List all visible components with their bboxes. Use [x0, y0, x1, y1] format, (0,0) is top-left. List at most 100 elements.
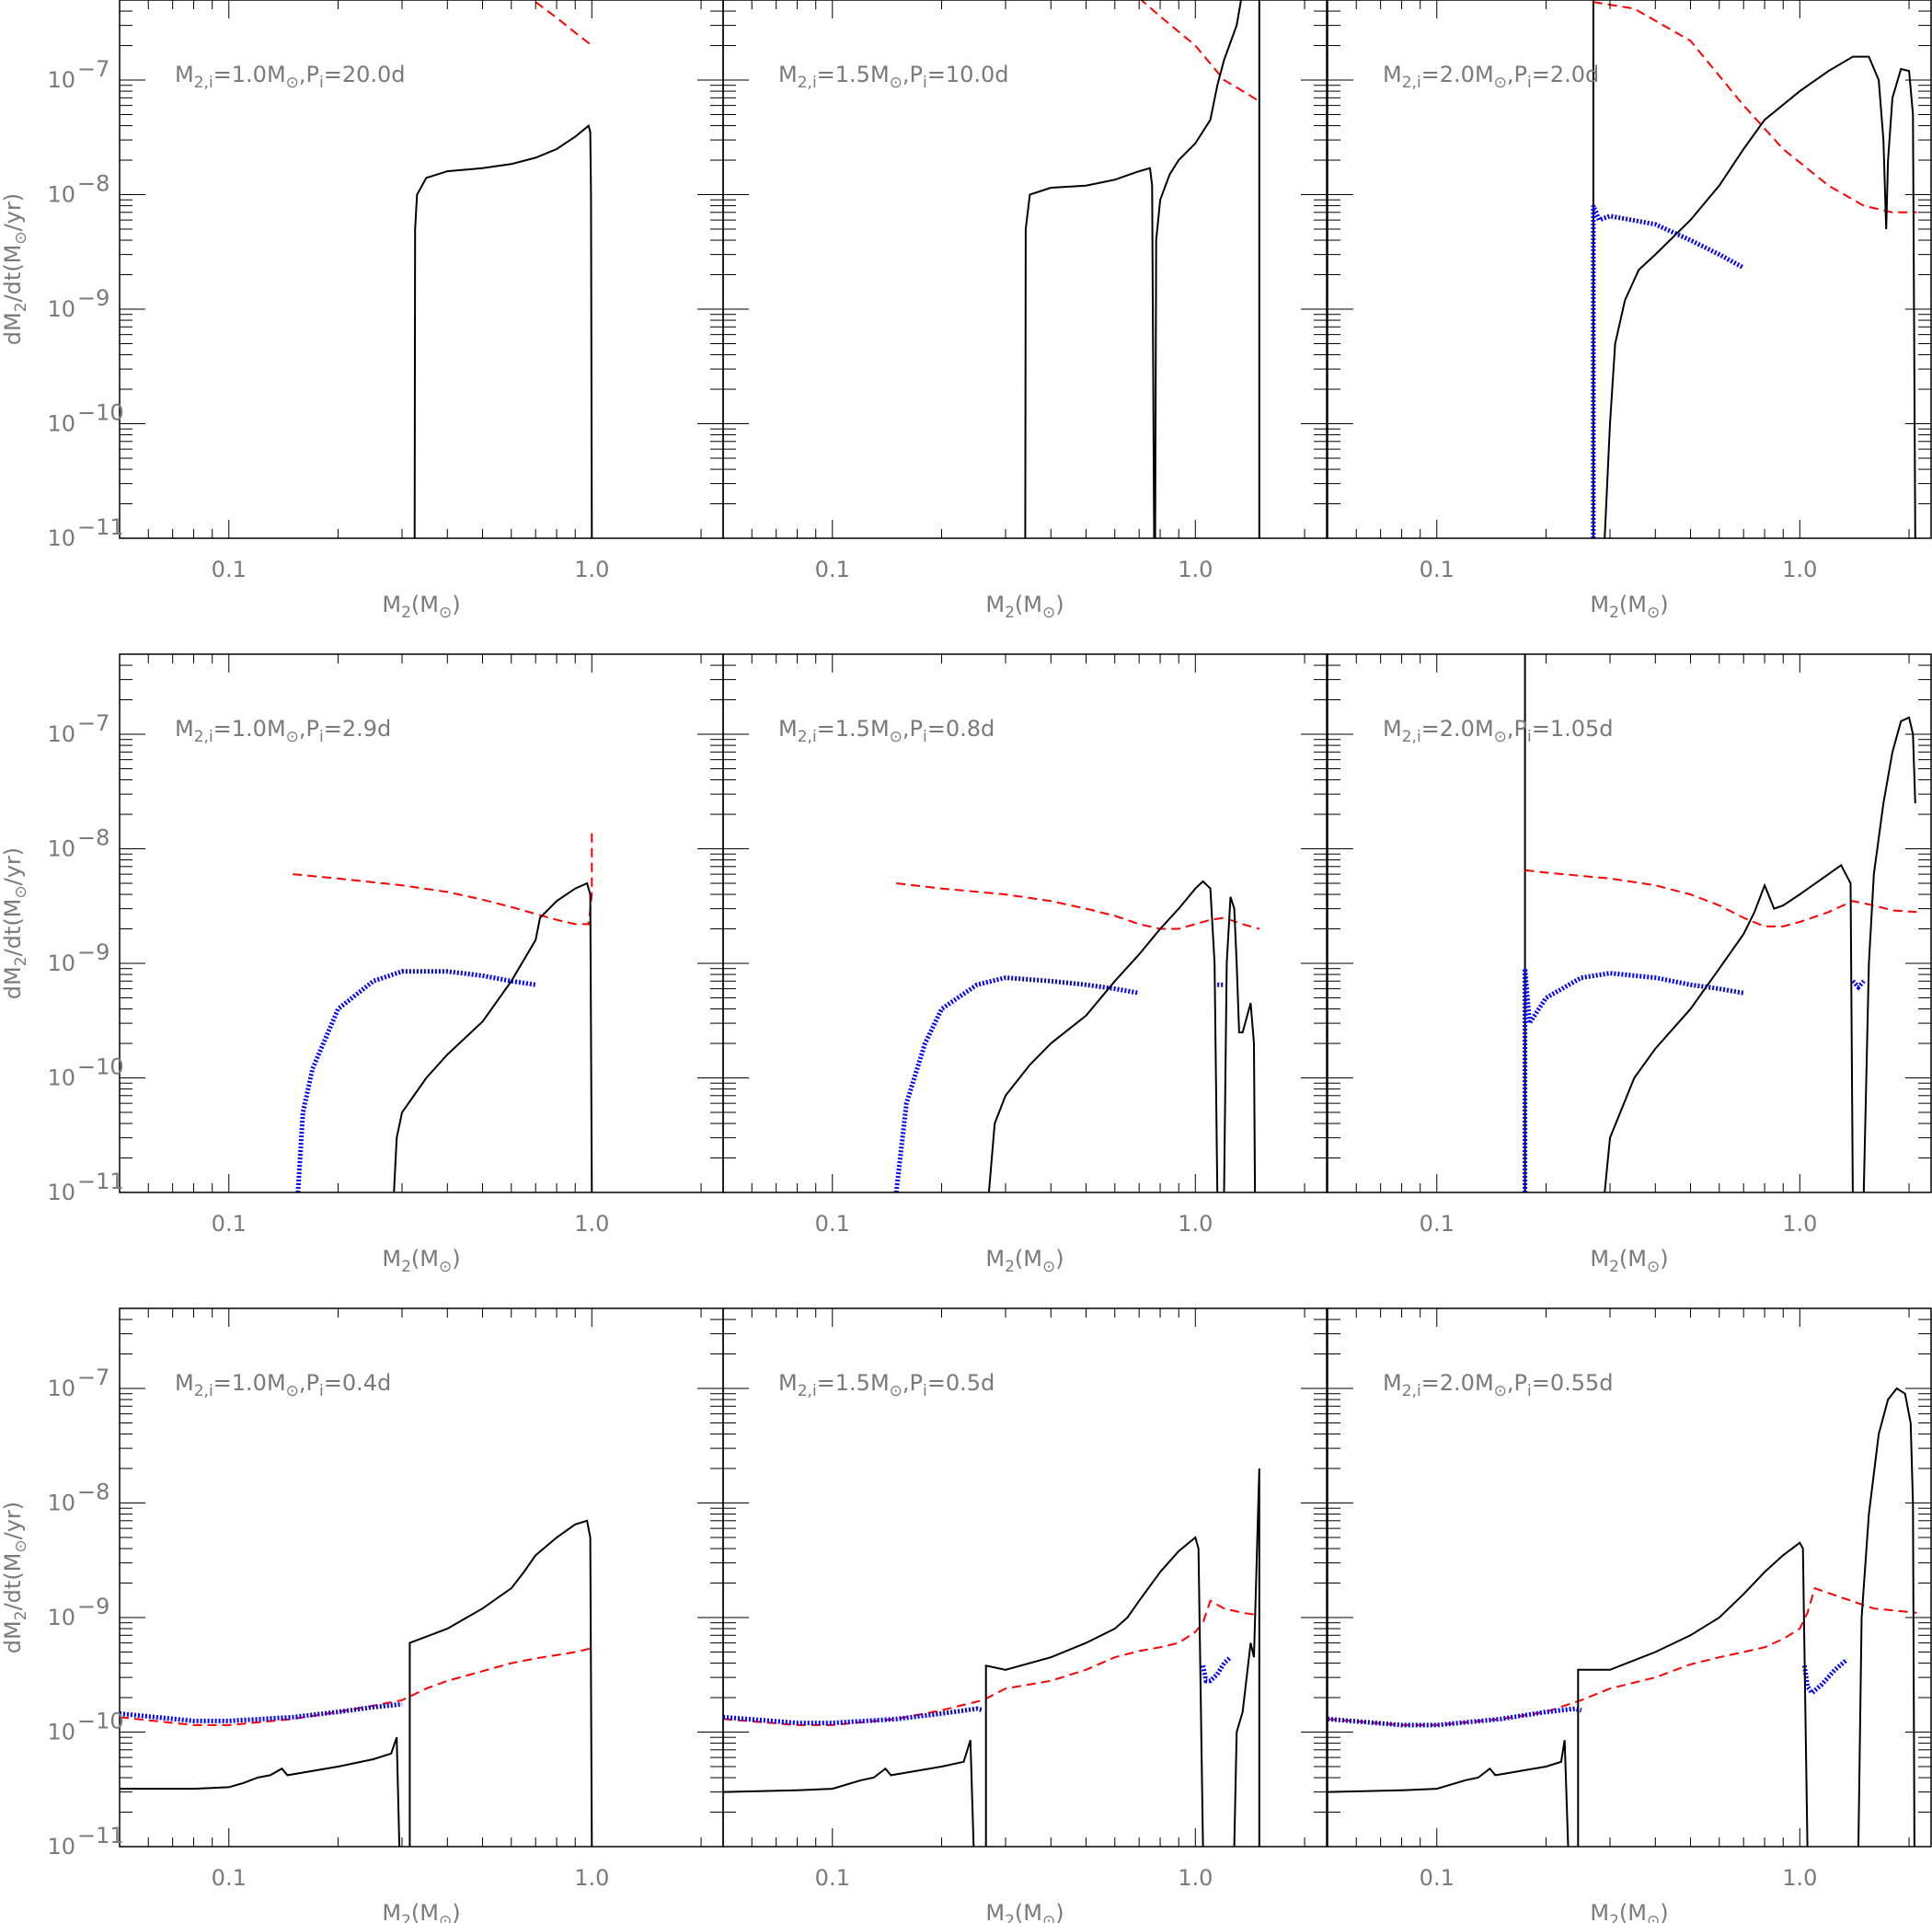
y-tick-exponent: −10	[77, 400, 124, 426]
panel-annotation: M2,i=2.0M⊙,Pi=1.05d	[1383, 716, 1614, 746]
y-tick-label: 10	[47, 721, 75, 747]
panel-r3c3: 0.1 1.0 M2(M⊙) M2,i=2.0M⊙,Pi=0.55d	[1327, 1307, 1932, 1923]
y-tick-label: 10	[47, 525, 75, 551]
x-tick-label: 0.1	[1420, 557, 1455, 582]
y-tick-exponent: −7	[77, 1365, 109, 1390]
panel-series-group	[413, 1, 593, 538]
blue-dotted-curve	[1591, 204, 1745, 538]
mass-transfer-curve	[1233, 1468, 1260, 1847]
panel-series-group	[893, 880, 1260, 1192]
y-tick-exponent: −8	[77, 171, 109, 197]
blue-dotted-curve	[1328, 1706, 1582, 1728]
x-axis-label: M2(M⊙)	[1590, 592, 1668, 622]
panel-series-group	[120, 1519, 593, 1847]
mass-transfer-curve	[1223, 896, 1257, 1192]
panel-annotation: M2,i=1.5M⊙,Pi=10.0d	[778, 62, 1009, 92]
mass-transfer-curve	[1604, 55, 1916, 538]
red-dashed-curve	[1593, 1, 1917, 213]
panel-annotation: M2,i=1.0M⊙,Pi=2.9d	[175, 716, 391, 746]
panel-frame	[722, 1307, 1328, 1848]
panel-r1c2: 0.1 1.0 M2(M⊙) M2,i=1.5M⊙,Pi=10.0d	[722, 0, 1328, 622]
y-tick-label: 10	[47, 182, 75, 208]
x-tick-label: 1.0	[1178, 1865, 1213, 1891]
x-axis-label: M2(M⊙)	[382, 1246, 460, 1276]
y-tick-exponent: −11	[77, 514, 124, 540]
y-tick-exponent: −8	[77, 1480, 109, 1505]
red-dashed-curve	[896, 882, 1260, 930]
y-tick-exponent: −8	[77, 825, 109, 851]
y-tick-label: 10	[47, 1065, 75, 1091]
red-dashed-curve	[1524, 869, 1917, 927]
y-axis-label: dM2/dt(M⊙/yr)	[0, 847, 30, 999]
x-tick-label: 1.0	[1782, 1865, 1817, 1891]
x-tick-label: 1.0	[1178, 557, 1213, 582]
panel-annotation: M2,i=1.0M⊙,Pi=0.4d	[175, 1370, 391, 1400]
x-tick-label: 1.0	[574, 1865, 609, 1891]
panel-series-group	[723, 1468, 1260, 1847]
y-tick-label: 10	[47, 1491, 75, 1516]
y-tick-label: 10	[47, 950, 75, 976]
panel-frame	[722, 653, 1328, 1193]
panel-series-group	[1328, 1387, 1917, 1847]
x-tick-label: 0.1	[212, 557, 247, 582]
blue-dotted-curve	[1801, 1657, 1849, 1697]
x-tick-label: 0.1	[815, 557, 850, 582]
panel-annotation: M2,i=1.5M⊙,Pi=0.5d	[778, 1370, 995, 1400]
blue-dotted-curve	[295, 969, 536, 1192]
y-tick-exponent: −9	[77, 1594, 109, 1619]
y-tick-label: 10	[47, 1376, 75, 1401]
y-axis-label: dM2/dt(M⊙/yr)	[0, 193, 30, 345]
panel-frame	[1327, 0, 1932, 539]
x-tick-label: 0.1	[1420, 1211, 1455, 1237]
panel-annotation: M2,i=1.5M⊙,Pi=0.8d	[778, 716, 995, 746]
y-tick-exponent: −10	[77, 1709, 124, 1734]
x-tick-label: 1.0	[1782, 1211, 1817, 1237]
x-tick-label: 1.0	[1178, 1211, 1213, 1237]
panel-series-group	[1024, 0, 1260, 538]
blue-dotted-curve	[723, 1706, 984, 1726]
panel-r2c3: 0.1 1.0 M2(M⊙) M2,i=2.0M⊙,Pi=1.05d	[1327, 653, 1932, 1276]
x-axis-label: M2(M⊙)	[985, 1900, 1064, 1923]
x-tick-label: 0.1	[815, 1865, 850, 1891]
red-dashed-curve	[1140, 0, 1260, 103]
x-axis-label: M2(M⊙)	[985, 592, 1064, 622]
red-dashed-curve	[1328, 1586, 1917, 1726]
mass-transfer-curve	[1857, 1387, 1915, 1847]
blue-dotted-curve	[1523, 968, 1744, 1192]
panel-r2c2: 0.1 1.0 M2(M⊙) M2,i=1.5M⊙,Pi=0.8d	[722, 653, 1328, 1276]
y-tick-label: 10	[47, 1180, 75, 1205]
red-dashed-curve	[535, 1, 592, 47]
mass-transfer-curve	[1328, 1740, 1570, 1847]
y-tick-exponent: −7	[77, 56, 109, 82]
panel-annotation: M2,i=2.0M⊙,Pi=0.55d	[1383, 1370, 1614, 1400]
y-tick-exponent: −11	[77, 1169, 124, 1194]
y-tick-exponent: −10	[77, 1054, 124, 1080]
red-dashed-curve	[723, 1599, 1259, 1726]
x-tick-label: 1.0	[574, 557, 609, 582]
x-axis-label: M2(M⊙)	[1590, 1900, 1668, 1923]
panel-frame	[1327, 653, 1932, 1193]
x-tick-label: 0.1	[1420, 1865, 1455, 1891]
blue-dotted-curve	[893, 975, 1140, 1192]
y-tick-label: 10	[47, 836, 75, 862]
x-axis-label: M2(M⊙)	[1590, 1246, 1668, 1276]
y-tick-label: 10	[47, 296, 75, 322]
panel-series-group	[1523, 654, 1917, 1192]
mass-transfer-curve	[984, 1536, 1204, 1847]
y-axis-label: dM2/dt(M⊙/yr)	[0, 1502, 30, 1653]
x-tick-label: 0.1	[212, 1211, 247, 1237]
panel-series-group	[293, 832, 593, 1192]
y-tick-label: 10	[47, 67, 75, 93]
x-axis-label: M2(M⊙)	[382, 592, 460, 622]
panel-annotation: M2,i=2.0M⊙,Pi=2.0d	[1383, 62, 1599, 92]
blue-dotted-curve	[1201, 1655, 1233, 1684]
y-tick-label: 10	[47, 1834, 75, 1860]
x-axis-label: M2(M⊙)	[382, 1900, 460, 1923]
mass-transfer-curve	[393, 881, 593, 1192]
y-tick-exponent: −9	[77, 285, 109, 311]
mass-transfer-curve	[120, 1736, 401, 1847]
x-tick-label: 1.0	[1782, 557, 1817, 582]
